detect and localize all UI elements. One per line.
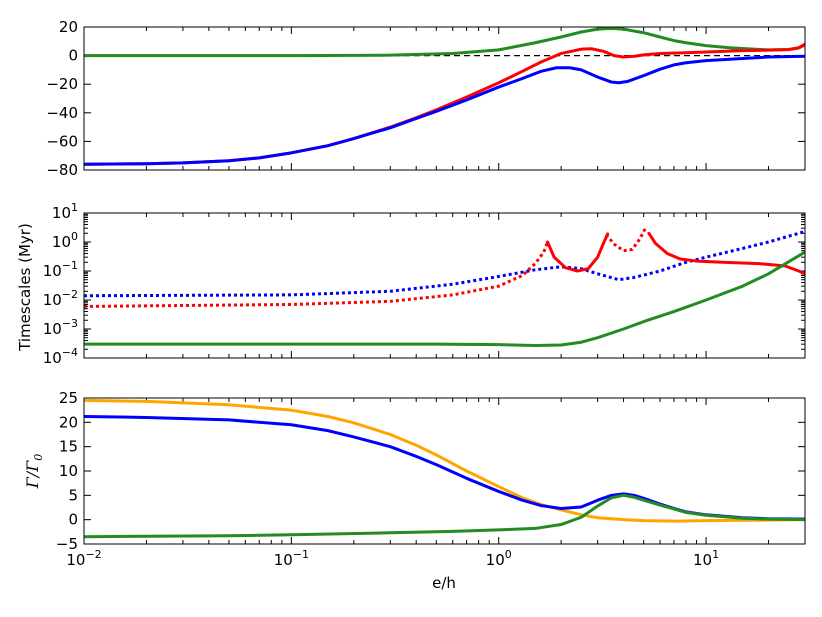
y-tick-label-base: 10 [43, 349, 62, 367]
y-tick-label: 20 [59, 413, 78, 431]
x-tick-label: 10−2 [66, 548, 101, 569]
series-line [84, 493, 805, 539]
panel-2-ylabel: Timescales (Myr) [16, 223, 34, 352]
series-line [84, 54, 805, 166]
y-tick-label: −40 [46, 104, 78, 122]
x-axis-label: e/h [432, 574, 456, 592]
series-line [605, 227, 647, 253]
panel-1-ticks: 20 0 −20 −40 −60 −80 [46, 18, 806, 179]
y-tick-label-exponent: 0 [71, 230, 78, 243]
x-tick-label-exponent: 1 [712, 548, 719, 561]
series-line [84, 241, 549, 308]
panel-2-frame [83, 212, 806, 359]
panel-2-plot-area [84, 227, 805, 347]
panel-3-ylabel: Γ/Γ0 [23, 454, 45, 490]
y-tick-label: 5 [68, 486, 78, 504]
y-tick-label: 10−1 [43, 259, 78, 280]
panel-1-frame [83, 26, 806, 171]
y-tick-label: 10−3 [43, 317, 78, 338]
y-tick-label: 25 [59, 389, 78, 407]
panel-3-plot-area [84, 398, 805, 539]
panel-3-ylabel-main: Γ/Γ [23, 460, 42, 489]
x-tick-label-base: 10 [66, 551, 85, 569]
series-line [84, 250, 805, 347]
y-tick-label: −60 [46, 132, 78, 150]
y-tick-label: −80 [46, 161, 78, 179]
y-tick-label: 101 [52, 201, 78, 222]
y-tick-label-base: 10 [43, 262, 62, 280]
y-tick-label: −20 [46, 75, 78, 93]
y-tick-label-base: 10 [52, 204, 71, 222]
y-tick-label: 0 [68, 47, 78, 65]
y-tick-label: 0 [68, 511, 78, 529]
x-tick-label: 100 [486, 548, 512, 569]
series-line [84, 230, 805, 298]
y-tick-label-exponent: 1 [71, 201, 78, 214]
y-tick-label: 20 [59, 18, 78, 36]
x-tick-label-base: 10 [486, 551, 505, 569]
y-tick-label: 10 [59, 462, 78, 480]
x-tick-label-base: 10 [693, 551, 712, 569]
series-line [647, 231, 805, 276]
y-tick-label-exponent: −2 [62, 288, 78, 301]
y-tick-label: 100 [52, 230, 78, 251]
panel-signed-values: 20 0 −20 −40 −60 −80 [46, 18, 806, 179]
y-tick-label: −5 [56, 535, 78, 553]
x-tick-label: 10−1 [274, 548, 309, 569]
y-tick-label: 10−4 [43, 346, 78, 367]
x-tick-label-exponent: −2 [85, 548, 101, 561]
y-tick-label: 10−2 [43, 288, 78, 309]
x-tick-label-exponent: −1 [293, 548, 309, 561]
y-tick-label-base: 10 [52, 233, 71, 251]
series-line [84, 414, 805, 521]
panel-3-frame [83, 397, 806, 545]
y-tick-label-base: 10 [43, 291, 62, 309]
panel-3-ylabel-sub: 0 [32, 454, 45, 461]
series-line [84, 398, 805, 523]
y-tick-label-exponent: −3 [62, 317, 78, 330]
y-tick-label-base: 10 [43, 320, 62, 338]
y-tick-label-exponent: −1 [62, 259, 78, 272]
x-tick-label: 101 [693, 548, 719, 569]
panel-1-plot-area [84, 27, 805, 166]
y-tick-label-exponent: −4 [62, 346, 78, 359]
x-tick-label-exponent: 0 [505, 548, 512, 561]
x-tick-label-base: 10 [274, 551, 293, 569]
y-tick-label: 15 [59, 438, 78, 456]
series-line [546, 232, 610, 273]
